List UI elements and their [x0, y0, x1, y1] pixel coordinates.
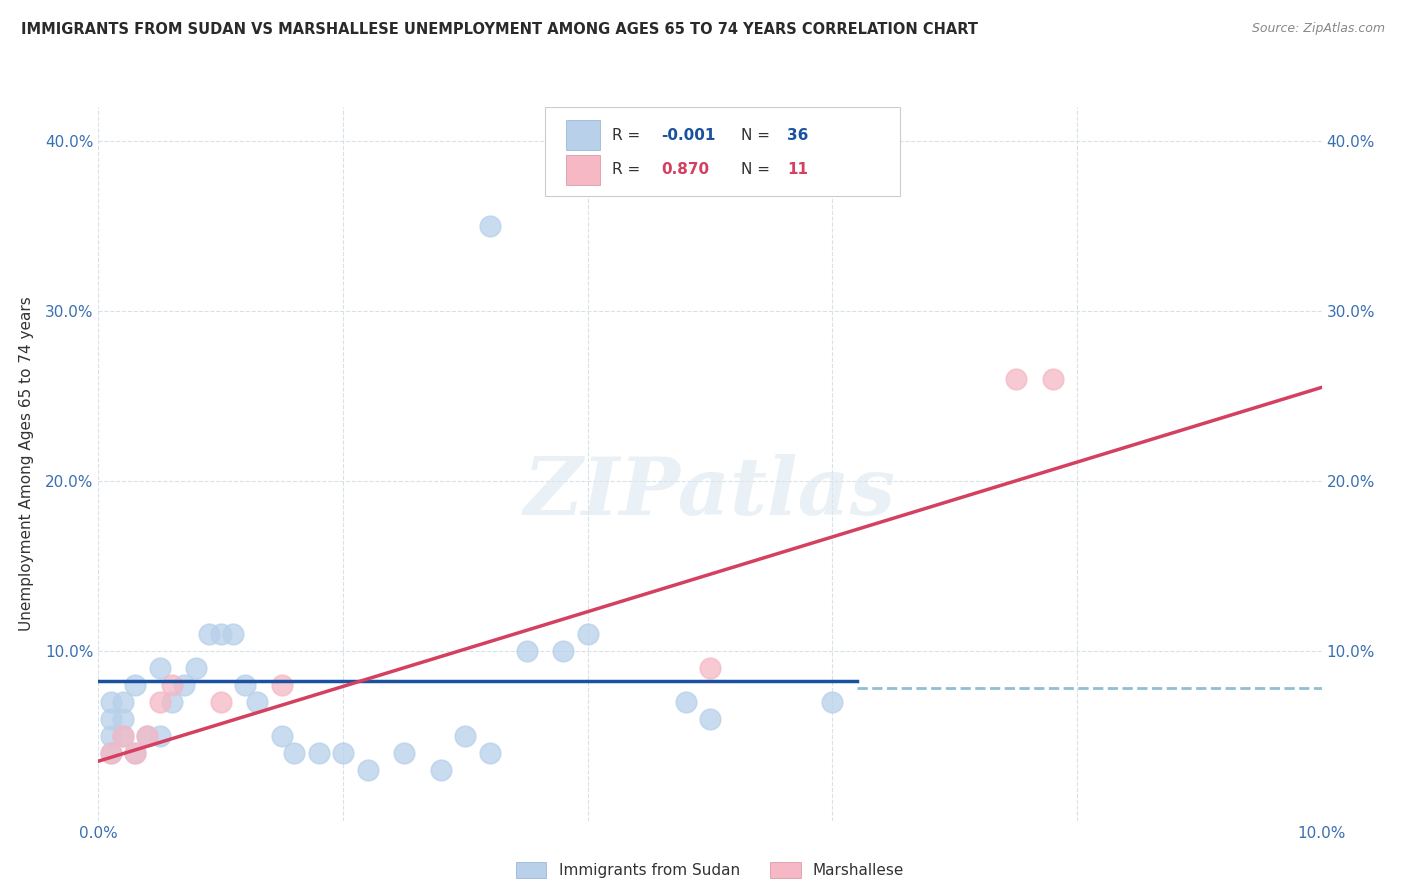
Point — [222, 626, 245, 640]
Text: 11: 11 — [787, 162, 808, 178]
Point — [111, 712, 134, 726]
Point — [197, 626, 219, 640]
FancyBboxPatch shape — [565, 120, 600, 150]
Point — [100, 746, 122, 760]
Point — [100, 712, 122, 726]
Point — [111, 695, 134, 709]
Text: R =: R = — [612, 128, 645, 143]
Point — [332, 746, 354, 760]
Text: 0.870: 0.870 — [661, 162, 709, 178]
Point — [149, 695, 172, 709]
Point — [478, 219, 501, 233]
Text: IMMIGRANTS FROM SUDAN VS MARSHALLESE UNEMPLOYMENT AMONG AGES 65 TO 74 YEARS CORR: IMMIGRANTS FROM SUDAN VS MARSHALLESE UNE… — [21, 22, 979, 37]
Point — [209, 695, 232, 709]
Point — [124, 746, 146, 760]
Point — [100, 729, 122, 743]
Point — [173, 678, 195, 692]
Point — [246, 695, 269, 709]
Point — [100, 746, 122, 760]
Text: N =: N = — [741, 162, 775, 178]
Point — [209, 626, 232, 640]
Legend: Immigrants from Sudan, Marshallese: Immigrants from Sudan, Marshallese — [509, 856, 911, 884]
FancyBboxPatch shape — [546, 107, 900, 196]
Point — [1004, 372, 1026, 386]
Point — [821, 695, 844, 709]
Point — [576, 626, 599, 640]
Y-axis label: Unemployment Among Ages 65 to 74 years: Unemployment Among Ages 65 to 74 years — [18, 296, 34, 632]
Point — [270, 729, 292, 743]
Point — [699, 661, 721, 675]
Point — [111, 729, 134, 743]
Point — [1042, 372, 1064, 386]
Text: N =: N = — [741, 128, 775, 143]
Point — [675, 695, 697, 709]
Point — [233, 678, 256, 692]
Point — [111, 729, 134, 743]
Text: ZIPatlas: ZIPatlas — [524, 454, 896, 531]
Text: Source: ZipAtlas.com: Source: ZipAtlas.com — [1251, 22, 1385, 36]
Point — [392, 746, 416, 760]
Point — [553, 644, 575, 658]
Point — [160, 695, 183, 709]
Point — [136, 729, 159, 743]
Text: 36: 36 — [787, 128, 808, 143]
Point — [100, 695, 122, 709]
Point — [186, 661, 208, 675]
Point — [136, 729, 159, 743]
Point — [124, 746, 146, 760]
Text: R =: R = — [612, 162, 645, 178]
Text: -0.001: -0.001 — [661, 128, 716, 143]
Point — [270, 678, 292, 692]
Point — [160, 678, 183, 692]
Point — [149, 661, 172, 675]
Point — [430, 763, 453, 777]
Point — [516, 644, 538, 658]
Point — [356, 763, 378, 777]
Point — [283, 746, 305, 760]
Point — [699, 712, 721, 726]
Point — [454, 729, 477, 743]
Point — [308, 746, 330, 760]
FancyBboxPatch shape — [565, 154, 600, 185]
Point — [149, 729, 172, 743]
Point — [478, 746, 501, 760]
Point — [124, 678, 146, 692]
